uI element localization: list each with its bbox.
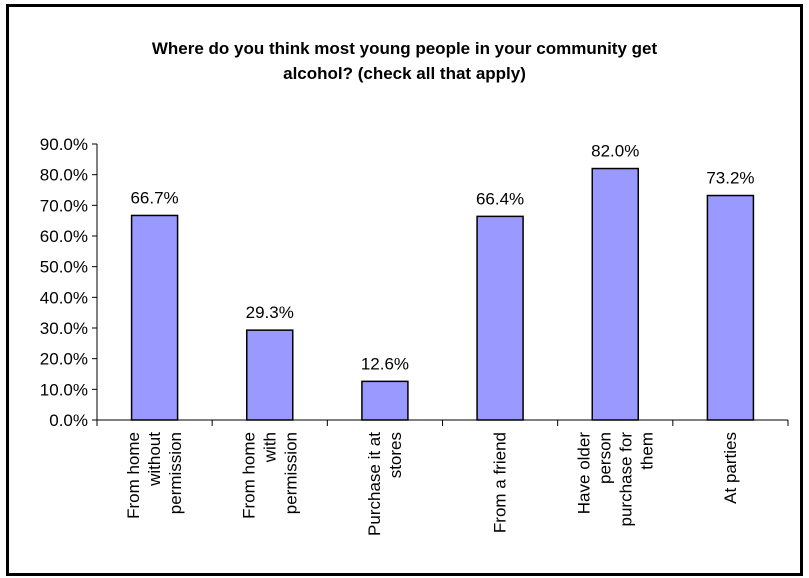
x-tick-label-line: permission xyxy=(166,432,185,514)
x-tick-label-line: Have older xyxy=(574,432,593,515)
x-tick-label-line: From home xyxy=(124,432,143,519)
bar xyxy=(130,214,179,421)
y-tick-label: 10.0% xyxy=(40,380,88,399)
x-tick-label: Have older person purchase for them xyxy=(574,432,656,527)
bar xyxy=(246,329,294,421)
chart-title-line-1: Where do you think most young people in … xyxy=(151,39,658,58)
x-tick-label: From a friend xyxy=(491,432,510,533)
y-tick-label: 80.0% xyxy=(40,166,88,185)
x-tick-label-line: permission xyxy=(281,432,300,514)
bar xyxy=(591,167,639,421)
x-tick-label-line: From a friend xyxy=(491,432,510,533)
x-tick-label: At parties xyxy=(721,432,740,504)
y-tick-label: 70.0% xyxy=(40,196,88,215)
x-tick-label: From home without permission xyxy=(124,432,185,519)
chart-title-line-2: alcohol? (check all that apply) xyxy=(283,64,526,83)
x-tick-label: From home with permission xyxy=(239,432,300,519)
x-tick-label-line: person xyxy=(595,432,614,484)
x-tick-label-line: with xyxy=(260,432,279,463)
x-tick-label-line: purchase for xyxy=(616,432,635,527)
y-tick-label: 20.0% xyxy=(40,350,88,369)
x-tick-label-line: without xyxy=(145,432,164,487)
data-label: 73.2% xyxy=(706,169,754,188)
x-tick-label-line: stores xyxy=(386,432,405,478)
y-tick-label: 30.0% xyxy=(40,319,88,338)
y-tick-label: 50.0% xyxy=(40,258,88,277)
chart-title: Where do you think most young people in … xyxy=(0,36,809,86)
x-tick-label-line: Purchase it at xyxy=(365,432,384,536)
x-tick-label-line: From home xyxy=(239,432,258,519)
data-label: 12.6% xyxy=(361,354,409,373)
data-label: 66.7% xyxy=(130,188,178,207)
x-tick-label-line: them xyxy=(637,432,656,470)
x-tick-label-line: At parties xyxy=(721,432,740,504)
data-label: 82.0% xyxy=(591,142,639,161)
bar xyxy=(476,215,524,421)
bar xyxy=(361,380,409,421)
x-tick-label: Purchase it at stores xyxy=(365,432,405,536)
y-tick-label: 0.0% xyxy=(49,411,88,430)
y-tick-label: 60.0% xyxy=(40,227,88,246)
bar xyxy=(706,194,755,421)
data-label: 66.4% xyxy=(476,189,524,208)
y-tick-label: 40.0% xyxy=(40,288,88,307)
y-tick-label: 90.0% xyxy=(40,135,88,154)
data-label: 29.3% xyxy=(246,303,294,322)
